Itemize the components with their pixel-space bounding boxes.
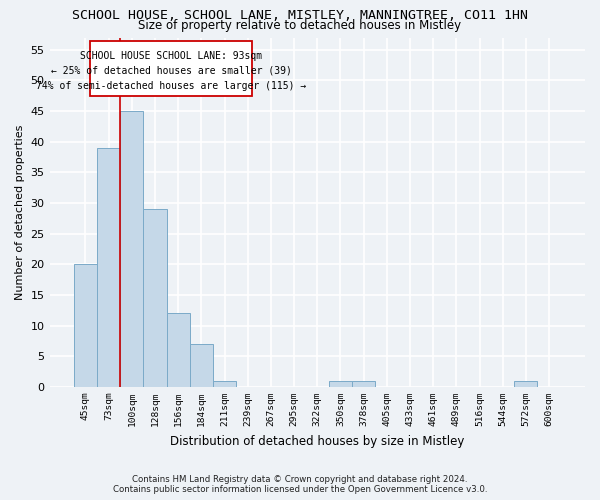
Bar — [352, 380, 375, 387]
Bar — [74, 264, 97, 387]
Bar — [213, 380, 236, 387]
Bar — [143, 209, 167, 387]
Text: SCHOOL HOUSE, SCHOOL LANE, MISTLEY, MANNINGTREE, CO11 1HN: SCHOOL HOUSE, SCHOOL LANE, MISTLEY, MANN… — [72, 9, 528, 22]
Text: ← 25% of detached houses are smaller (39): ← 25% of detached houses are smaller (39… — [51, 66, 292, 76]
X-axis label: Distribution of detached houses by size in Mistley: Distribution of detached houses by size … — [170, 434, 464, 448]
Text: 74% of semi-detached houses are larger (115) →: 74% of semi-detached houses are larger (… — [36, 81, 307, 91]
Text: Size of property relative to detached houses in Mistley: Size of property relative to detached ho… — [139, 19, 461, 32]
Bar — [514, 380, 538, 387]
Text: Contains HM Land Registry data © Crown copyright and database right 2024.
Contai: Contains HM Land Registry data © Crown c… — [113, 474, 487, 494]
Text: SCHOOL HOUSE SCHOOL LANE: 93sqm: SCHOOL HOUSE SCHOOL LANE: 93sqm — [80, 51, 262, 61]
Bar — [97, 148, 120, 387]
Y-axis label: Number of detached properties: Number of detached properties — [15, 124, 25, 300]
Bar — [120, 111, 143, 387]
FancyBboxPatch shape — [90, 40, 253, 96]
Bar — [190, 344, 213, 387]
Bar — [329, 380, 352, 387]
Bar — [167, 314, 190, 387]
